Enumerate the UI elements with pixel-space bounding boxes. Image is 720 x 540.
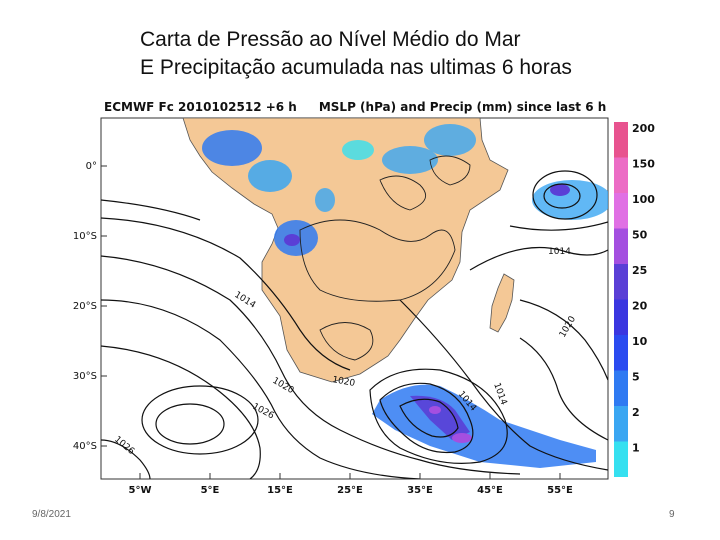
isobar <box>101 439 151 479</box>
page-number: 9 <box>669 509 675 520</box>
legend-color-box <box>614 335 628 371</box>
lat-label: 10°S <box>73 231 97 242</box>
lat-label: 20°S <box>73 301 97 312</box>
precip-patch <box>315 188 335 212</box>
land-contour <box>319 322 374 361</box>
isobar-low <box>399 398 459 438</box>
precip-legend: 200 150 100 50 25 20 10 5 2 1 <box>614 122 655 477</box>
precip-band-core <box>410 395 470 440</box>
legend-tick-label: 50 <box>632 229 648 242</box>
precip-patch <box>248 160 292 192</box>
precip-patch <box>424 124 476 156</box>
precip-patch <box>429 406 441 414</box>
slide-title: Carta de Pressão ao Nível Médio do Mar E… <box>140 26 572 82</box>
precip-patch <box>342 140 374 160</box>
lon-label: 5°W <box>129 485 152 496</box>
legend-color-bar <box>614 122 628 477</box>
isobars <box>101 170 608 479</box>
isobar <box>509 221 608 231</box>
legend-tick-label: 200 <box>632 122 655 135</box>
isobar <box>519 299 608 381</box>
isobar <box>101 299 421 479</box>
isobar-high <box>155 403 225 445</box>
legend-tick-label: 25 <box>632 264 647 277</box>
land-contour <box>429 155 471 186</box>
grid-ticks <box>101 165 561 479</box>
land-contour <box>379 175 427 211</box>
lat-labels: 0° 10°S 20°S 30°S 40°S <box>73 161 97 452</box>
lat-label: 30°S <box>73 371 97 382</box>
legend-color-box <box>614 228 628 264</box>
isobar-low <box>543 183 581 209</box>
isobar-label: 1020 <box>331 375 356 389</box>
lon-label: 35°E <box>407 485 433 496</box>
precip-patch <box>452 433 472 443</box>
legend-color-box <box>614 406 628 442</box>
precipitation-patches <box>202 124 608 468</box>
legend-tick-label: 150 <box>632 158 655 171</box>
slide-title-line-1: Carta de Pressão ao Nível Médio do Mar <box>140 28 521 51</box>
isobar-label: 1014 <box>548 247 571 257</box>
legend-color-box <box>614 157 628 193</box>
isobar <box>519 337 608 441</box>
lon-labels: 5°W 5°E 15°E 25°E 35°E 45°E 55°E <box>129 485 574 496</box>
madagascar-land <box>489 273 515 333</box>
legend-tick-labels: 200 150 100 50 25 20 10 5 2 1 <box>632 122 655 455</box>
lon-label: 45°E <box>477 485 503 496</box>
legend-color-box <box>614 441 628 477</box>
precip-patch <box>202 130 262 166</box>
legend-tick-label: 10 <box>632 335 648 348</box>
map-header-run: ECMWF Fc 2010102512 +6 h <box>104 100 297 114</box>
precip-patch <box>382 146 438 174</box>
isobar-low <box>379 382 474 454</box>
isobar <box>399 299 608 471</box>
map-header: ECMWF Fc 2010102512 +6 h MSLP (hPa) and P… <box>104 100 606 114</box>
legend-tick-label: 20 <box>632 300 648 313</box>
footer-date: 9/8/2021 <box>32 509 71 520</box>
precip-patch <box>284 234 300 246</box>
lon-label: 25°E <box>337 485 363 496</box>
isobar <box>101 255 521 475</box>
lon-label: 55°E <box>547 485 573 496</box>
legend-tick-label: 1 <box>632 442 640 455</box>
legend-color-box <box>614 264 628 300</box>
isobar <box>469 246 608 271</box>
map-header-field: MSLP (hPa) and Precip (mm) since last 6 … <box>318 100 607 114</box>
lon-label: 15°E <box>267 485 293 496</box>
legend-tick-label: 5 <box>632 371 640 384</box>
isobar-high <box>141 385 259 455</box>
legend-tick-label: 2 <box>632 406 640 419</box>
legend-color-box <box>614 193 628 229</box>
legend-tick-label: 100 <box>632 193 655 206</box>
isobar-low <box>532 170 598 220</box>
legend-color-box <box>614 370 628 406</box>
precip-patch <box>550 184 570 196</box>
isobar <box>101 217 351 371</box>
lat-label: 40°S <box>73 441 97 452</box>
slide-title-line-2: E Precipitação acumulada nas ultimas 6 h… <box>140 56 572 79</box>
legend-color-box <box>614 122 628 158</box>
isobar <box>101 345 261 479</box>
legend-color-box <box>614 299 628 335</box>
land-contours <box>299 155 471 361</box>
land-contour <box>299 219 456 302</box>
isobar-low <box>369 368 508 464</box>
isobar <box>101 199 201 221</box>
lat-label: 0° <box>86 161 97 172</box>
lon-label: 5°E <box>201 485 220 496</box>
